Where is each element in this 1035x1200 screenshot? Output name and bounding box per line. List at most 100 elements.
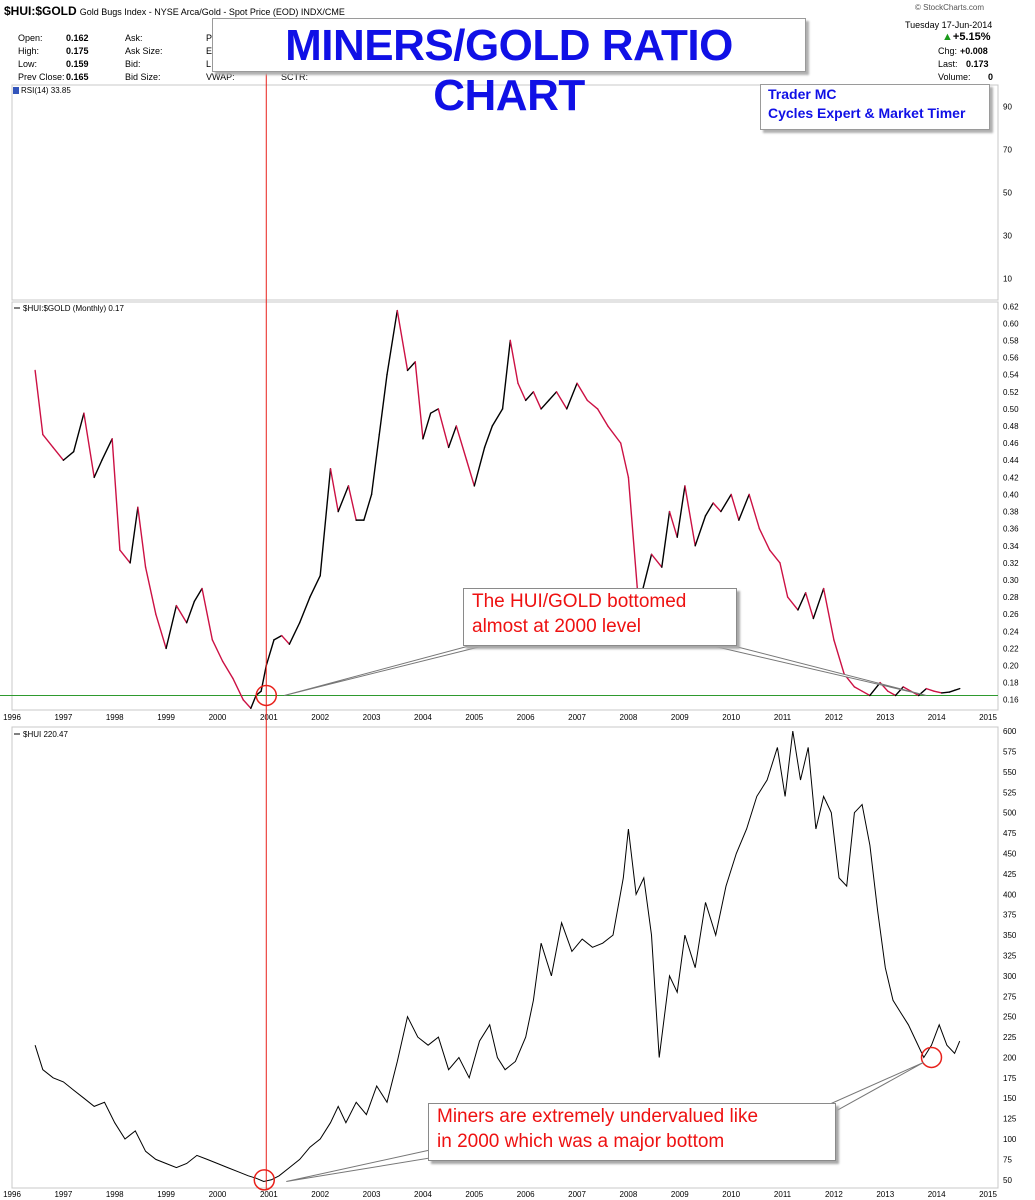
hui-x-tick: 2012 — [825, 1190, 843, 1199]
rsi-y-tick: 50 — [1003, 189, 1012, 198]
hui-y-tick: 225 — [1003, 1033, 1017, 1042]
symbol-header: $HUI:$GOLD Gold Bugs Index - NYSE Arca/G… — [4, 4, 345, 18]
ratio-segment — [319, 468, 332, 577]
l-col: L — [206, 59, 212, 69]
ratio-segment — [129, 506, 139, 564]
ratio-y-tick: 0.26 — [1003, 610, 1019, 619]
ratio-segment — [370, 433, 380, 496]
hui-y-tick: 600 — [1003, 727, 1017, 736]
hui-y-tick: 100 — [1003, 1135, 1017, 1144]
hui-y-tick: 175 — [1003, 1074, 1017, 1083]
ratio-segment — [193, 587, 203, 603]
ratio-segment — [576, 382, 589, 402]
hui-x-tick: 1997 — [54, 1190, 72, 1199]
prev-close-value: 0.165 — [66, 72, 89, 82]
ratio-segment — [221, 660, 234, 680]
ratio-segment — [211, 639, 224, 662]
low-value: 0.159 — [66, 59, 89, 69]
ratio-segment — [437, 408, 450, 449]
ratio-x-tick: 2014 — [928, 713, 946, 722]
high-value: 0.175 — [66, 46, 89, 56]
ratio-segment — [925, 687, 935, 692]
ratio-segment — [684, 485, 696, 547]
ratio-segment — [861, 690, 871, 697]
rsi-y-tick: 70 — [1003, 146, 1012, 155]
hui-y-tick: 275 — [1003, 992, 1017, 1001]
ratio-segment — [42, 433, 54, 449]
ratio-segment — [396, 309, 409, 372]
ratio-y-tick: 0.30 — [1003, 576, 1019, 585]
symbol-description: Gold Bugs Index - NYSE Arca/Gold - Spot … — [79, 7, 345, 17]
ratio-x-tick: 2003 — [363, 713, 381, 722]
author-box: Trader MC Cycles Expert & Market Timer — [760, 84, 990, 130]
ratio-segment — [748, 493, 761, 530]
ratio-segment — [853, 686, 863, 692]
hui-x-tick: 2015 — [979, 1190, 997, 1199]
ratio-x-tick: 2011 — [774, 713, 792, 722]
chart-title: MINERS/GOLD RATIO CHART — [285, 21, 733, 120]
hui-line — [34, 731, 961, 1183]
ratio-y-tick: 0.28 — [1003, 593, 1019, 602]
ratio-panel-frame — [11, 301, 999, 711]
hui-x-tick: 1996 — [3, 1190, 21, 1199]
ratio-segment — [165, 604, 178, 650]
watermark: © StockCharts.com — [915, 3, 985, 12]
ratio-y-tick: 0.54 — [1003, 371, 1019, 380]
ratio-x-tick: 2013 — [876, 713, 894, 722]
ratio-segment — [155, 613, 167, 650]
symbol-name: $HUI:$GOLD — [4, 4, 77, 18]
ratio-x-tick: 2004 — [414, 713, 432, 722]
ratio-segment — [288, 622, 301, 645]
ask-size-label: Ask Size: — [125, 46, 163, 56]
ratio-segment — [661, 510, 671, 568]
ratio-callout-line-2: almost at 2000 level — [472, 616, 641, 637]
ask-label: Ask: — [125, 33, 143, 43]
hui-callout-line-2: in 2000 which was a major bottom — [437, 1131, 725, 1152]
high-label: High: — [18, 46, 40, 56]
annotations — [253, 70, 943, 1191]
hui-y-tick: 400 — [1003, 890, 1017, 899]
ratio-segment — [501, 339, 511, 410]
ratio-segment — [144, 566, 157, 615]
ratio-segment — [62, 450, 75, 461]
hui-series-label: $HUI 220.47 — [23, 730, 68, 739]
ratio-segment — [596, 408, 609, 427]
hui-y-tick: 150 — [1003, 1094, 1017, 1103]
ratio-segment — [758, 527, 771, 551]
ratio-segment — [378, 374, 388, 436]
ratio-segment — [101, 438, 113, 461]
axis-labels: 10 30 50 70 90 RSI(14) 33.85 0.16 0.18 0.20 0.22 0… — [3, 86, 1019, 1199]
ratio-segment — [363, 493, 373, 521]
rsi-legend-swatch — [13, 87, 19, 94]
ratio-callout: The HUI/GOLD bottomed almost at 2000 lev… — [463, 588, 737, 646]
ratio-callout-pointer-right — [699, 642, 927, 696]
volume-label: Volume: — [938, 72, 971, 82]
ratio-segment — [265, 639, 275, 667]
ratio-y-tick: 0.52 — [1003, 388, 1019, 397]
hui-x-tick: 2000 — [209, 1190, 227, 1199]
ratio-segment — [941, 691, 951, 694]
ratio-segment — [555, 391, 568, 410]
ratio-segment — [833, 639, 845, 675]
ratio-segment — [329, 468, 339, 513]
hui-x-tick: 1998 — [106, 1190, 124, 1199]
ratio-y-tick: 0.34 — [1003, 542, 1019, 551]
ratio-y-tick: 0.46 — [1003, 439, 1019, 448]
hui-x-tick: 2008 — [620, 1190, 638, 1199]
ratio-segment — [948, 689, 956, 693]
hui-x-tick: 2006 — [517, 1190, 535, 1199]
p-col: P — [206, 33, 213, 43]
ratio-segment — [509, 339, 519, 384]
ratio-x-tick: 2007 — [568, 713, 586, 722]
rsi-y-tick: 90 — [1003, 103, 1012, 112]
ratio-y-tick: 0.50 — [1003, 405, 1019, 414]
hui-y-tick: 525 — [1003, 788, 1017, 797]
rsi-y-tick: 30 — [1003, 232, 1012, 241]
hui-2014-circle — [920, 1046, 943, 1069]
hui-callout: Miners are extremely undervalued like in… — [428, 1103, 836, 1161]
ratio-segment — [429, 408, 440, 414]
ratio-segment — [650, 553, 663, 568]
last-label: Last: — [938, 59, 958, 69]
rsi-label: RSI(14) 33.85 — [21, 86, 71, 95]
vwap-label: VWAP: — [206, 72, 235, 82]
